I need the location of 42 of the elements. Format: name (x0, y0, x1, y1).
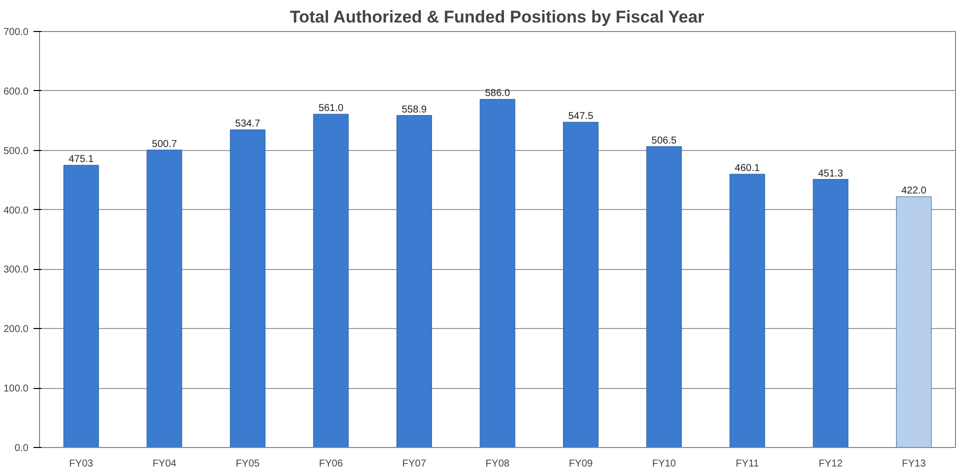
bar (646, 146, 682, 448)
data-label: 534.7 (235, 118, 261, 130)
x-tick-label: FY04 (152, 458, 177, 470)
y-tick-label: 300.0 (3, 264, 29, 276)
bar (230, 129, 266, 448)
x-tick-label: FY13 (902, 458, 926, 470)
y-tick-label: 500.0 (3, 146, 29, 157)
x-tick-label: FY10 (652, 458, 676, 470)
data-label: 500.7 (152, 138, 178, 150)
data-label: 547.5 (568, 111, 594, 122)
data-label: 586.0 (484, 88, 510, 100)
x-tick-label: FY07 (402, 458, 427, 470)
y-tick-label: 600.0 (3, 86, 29, 98)
x-tick-label: FY03 (69, 458, 94, 470)
data-label: 561.0 (318, 103, 344, 114)
data-label: 506.5 (652, 135, 677, 146)
bar (63, 164, 99, 448)
chart-title: Total Authorized & Funded Positions by Fiscal Year (290, 8, 705, 26)
bar (146, 150, 182, 448)
y-tick-label: 100.0 (3, 384, 29, 395)
data-label: 422.0 (901, 186, 927, 197)
x-tick-label: FY12 (818, 458, 843, 470)
x-tick-label: FY11 (736, 458, 760, 470)
data-label: 558.9 (402, 104, 428, 116)
x-tick-label: FY08 (486, 458, 510, 470)
y-tick-label: 400.0 (3, 205, 29, 216)
bar (563, 122, 599, 448)
y-tick-label: 0.0 (14, 443, 29, 454)
x-tick-label: FY09 (568, 458, 594, 470)
bar (730, 174, 766, 448)
bar (313, 114, 349, 448)
data-label: 451.3 (818, 168, 844, 180)
x-tick-label: FY06 (319, 458, 344, 470)
y-tick-label: 700.0 (3, 27, 29, 38)
y-tick-label: 200.0 (3, 324, 29, 336)
x-tick-label: FY05 (236, 458, 260, 470)
bar (480, 99, 516, 448)
data-label: 460.1 (734, 163, 760, 174)
bar (396, 115, 432, 448)
data-label: 475.1 (68, 154, 94, 166)
bar (812, 179, 848, 448)
bar (896, 196, 932, 448)
